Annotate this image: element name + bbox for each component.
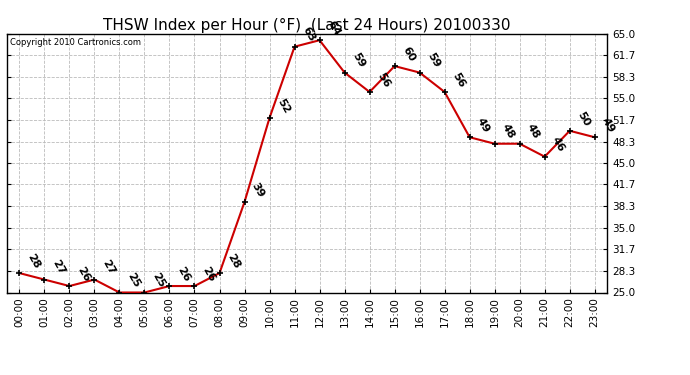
Text: 59: 59 — [425, 51, 442, 70]
Text: 64: 64 — [325, 19, 342, 38]
Text: 48: 48 — [525, 122, 542, 141]
Text: 26: 26 — [200, 265, 217, 283]
Text: 59: 59 — [350, 51, 366, 70]
Text: 27: 27 — [50, 258, 66, 277]
Text: 25: 25 — [125, 272, 141, 290]
Text: 26: 26 — [175, 265, 192, 283]
Text: 52: 52 — [275, 97, 291, 115]
Text: 56: 56 — [375, 71, 391, 89]
Text: 56: 56 — [450, 71, 466, 89]
Title: THSW Index per Hour (°F)  (Last 24 Hours) 20100330: THSW Index per Hour (°F) (Last 24 Hours)… — [104, 18, 511, 33]
Text: 28: 28 — [225, 252, 241, 270]
Text: 50: 50 — [575, 110, 591, 128]
Text: Copyright 2010 Cartronics.com: Copyright 2010 Cartronics.com — [10, 38, 141, 46]
Text: 25: 25 — [150, 272, 166, 290]
Text: 39: 39 — [250, 181, 266, 199]
Text: 26: 26 — [75, 265, 92, 283]
Text: 48: 48 — [500, 122, 517, 141]
Text: 27: 27 — [100, 258, 117, 277]
Text: 49: 49 — [475, 116, 492, 135]
Text: 46: 46 — [550, 135, 566, 154]
Text: 63: 63 — [300, 26, 317, 44]
Text: 28: 28 — [25, 252, 41, 270]
Text: 49: 49 — [600, 116, 617, 135]
Text: 60: 60 — [400, 45, 417, 63]
